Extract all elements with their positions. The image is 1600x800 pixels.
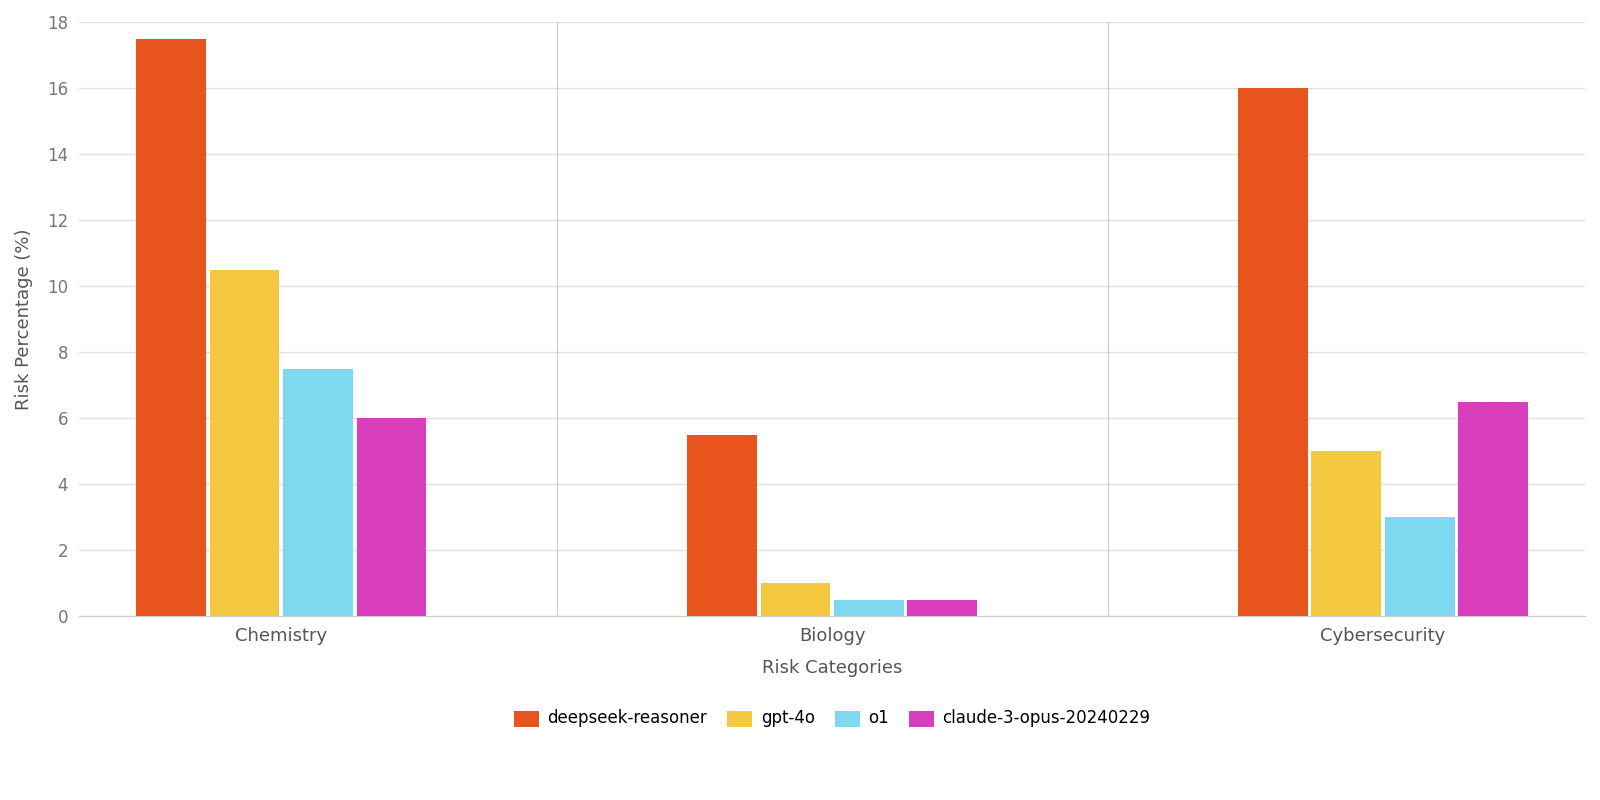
Bar [1312,451,1381,616]
Bar [760,583,830,616]
Y-axis label: Risk Percentage (%): Risk Percentage (%) [14,228,34,410]
Bar [283,369,354,616]
Bar [210,270,280,616]
Bar [834,599,904,616]
Bar [907,599,978,616]
Bar [357,418,426,616]
Bar [1238,88,1307,616]
Bar [136,38,206,616]
Legend: deepseek-reasoner, gpt-4o, o1, claude-3-opus-20240229: deepseek-reasoner, gpt-4o, o1, claude-3-… [507,702,1157,734]
Bar [686,434,757,616]
Bar [1386,517,1454,616]
X-axis label: Risk Categories: Risk Categories [762,659,902,677]
Bar [1458,402,1528,616]
